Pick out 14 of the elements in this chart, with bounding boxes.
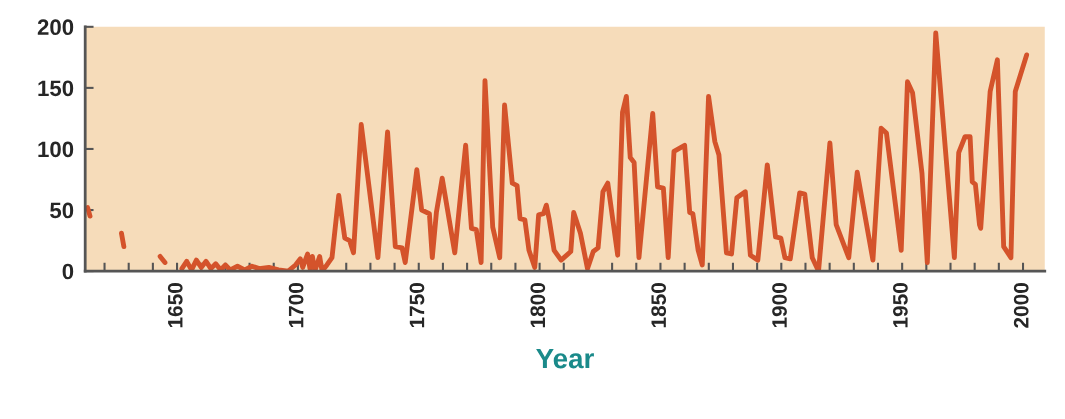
x-tick-label: 1900 [772,283,787,328]
y-tick-label: 200 [37,19,74,36]
x-tick-label: 1650 [167,283,183,328]
x-axis-title: Year [536,349,594,369]
y-tick-label: 0 [62,263,74,280]
x-tick-label: 1950 [893,283,908,328]
x-tick-label: 1850 [651,283,667,328]
y-tick-label: 50 [50,202,74,219]
x-tick-label: 1700 [288,283,304,328]
y-tick-label: 100 [38,141,74,158]
x-tick-label: 1800 [530,283,546,328]
y-tick-label: 150 [38,80,74,97]
x-tick-label: 2000 [1013,283,1029,328]
x-tick-label: 1750 [409,283,425,328]
